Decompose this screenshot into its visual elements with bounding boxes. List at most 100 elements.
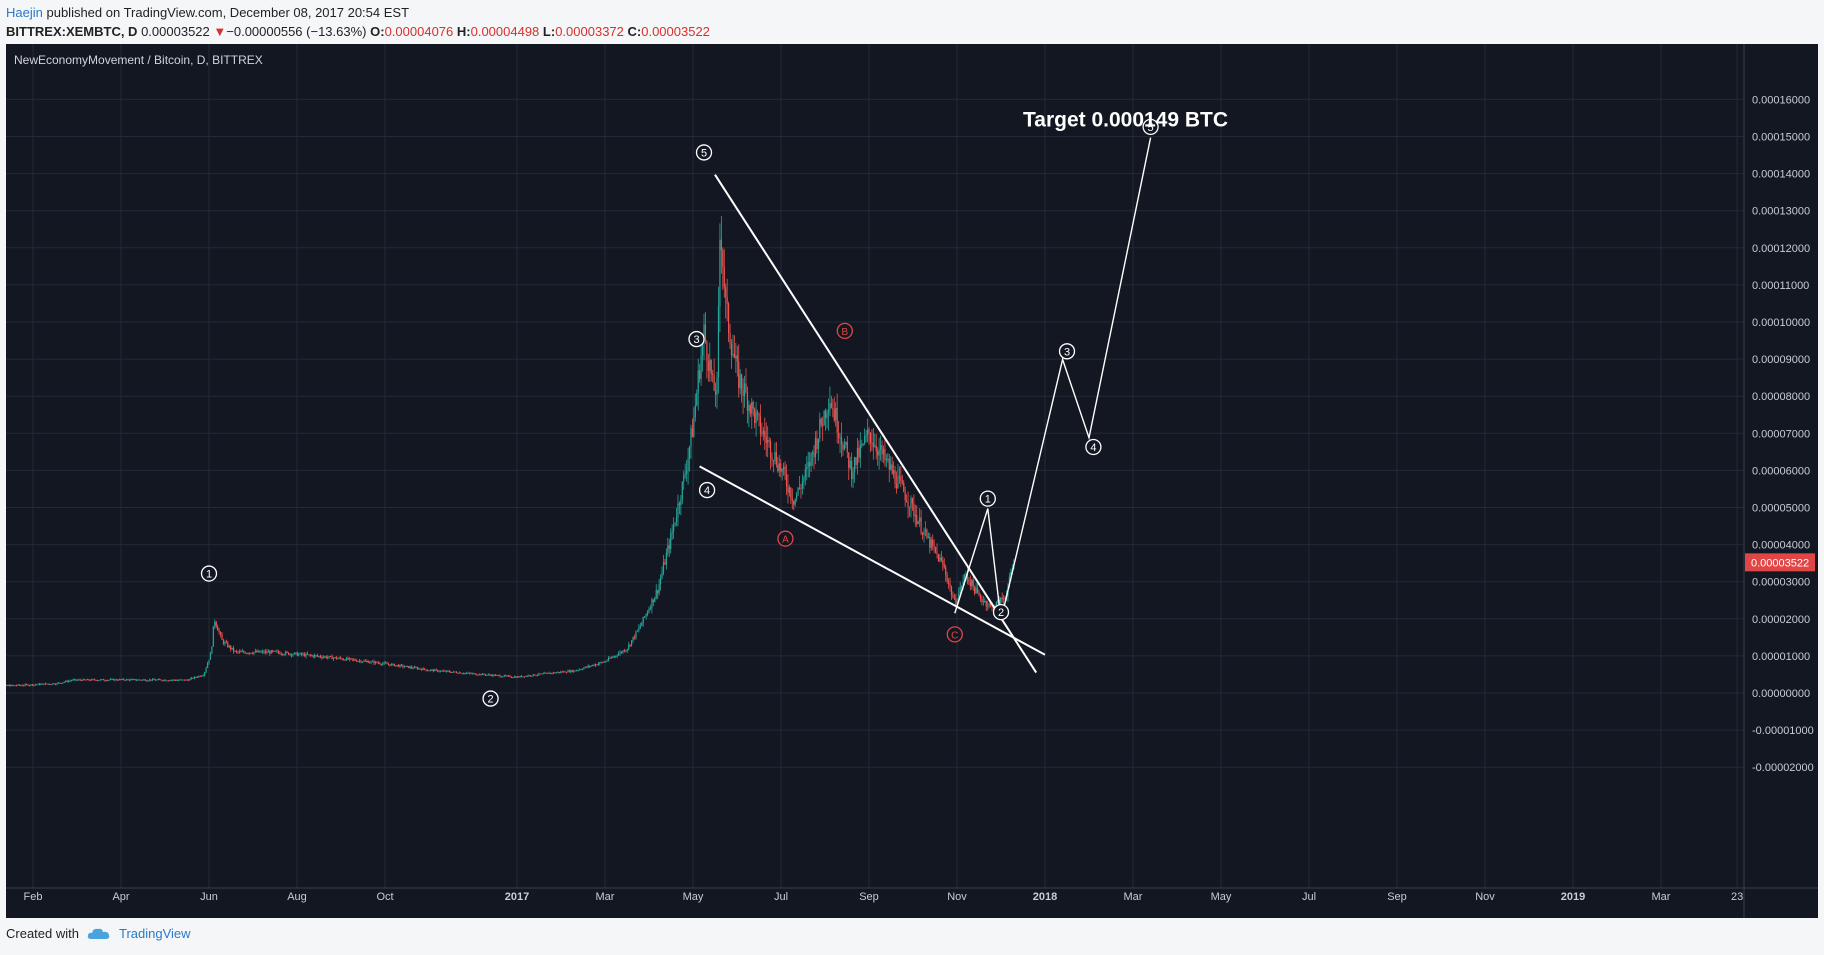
candle-body [173, 679, 175, 681]
candle-body [513, 676, 515, 678]
candle-body [691, 428, 694, 437]
candle-body [907, 502, 909, 507]
candle-body [840, 437, 843, 445]
candle-body [344, 659, 346, 661]
candle-body [56, 682, 58, 685]
candle-body [402, 665, 404, 667]
candle-body [756, 412, 759, 414]
candle-body [619, 651, 621, 654]
candle-body [749, 405, 751, 414]
candle-body [959, 586, 961, 594]
y-tick-label: 0.00014000 [1752, 169, 1810, 181]
candle-body [309, 654, 311, 656]
candle-body [371, 661, 374, 663]
candle-body [143, 679, 145, 681]
candle-body [604, 661, 607, 663]
candle-body [193, 676, 196, 679]
candle-body [578, 669, 581, 671]
candle-body [41, 683, 44, 685]
candle-body [531, 675, 533, 677]
candle-body [729, 333, 731, 345]
candle-body [587, 665, 589, 668]
candle-body [13, 685, 15, 687]
candle-body [719, 239, 721, 307]
candle-body [222, 639, 225, 644]
author-link[interactable]: Haejin [6, 5, 43, 20]
candle-body [448, 671, 450, 673]
candle-body [466, 673, 468, 675]
low-value: 0.00003372 [555, 24, 624, 39]
candle-body [95, 679, 97, 681]
candle-body [659, 578, 662, 585]
candle-body [111, 679, 113, 681]
candle-body [655, 590, 657, 598]
candle-body [516, 676, 518, 678]
tradingview-cloud-icon[interactable] [87, 927, 111, 941]
target-annotation: Target 0.000149 BTC [1023, 108, 1228, 131]
candle-body [826, 413, 828, 418]
candle-body [167, 680, 170, 682]
candle-body [108, 679, 110, 681]
candle-body [107, 679, 109, 681]
candle-body [159, 679, 161, 681]
candle-body [813, 452, 815, 458]
chart-panel[interactable]: 0.00016000 0.00015000 0.00014000 0.00013000… [6, 44, 1818, 918]
candle-body [532, 674, 534, 676]
candle-body [418, 668, 420, 670]
candle-body [18, 684, 20, 686]
candle-body [457, 672, 459, 674]
candle-body [335, 657, 337, 659]
candle-body [658, 584, 660, 594]
candle-body [510, 677, 513, 679]
candle-body [298, 654, 300, 656]
candle-body [764, 430, 766, 437]
y-tick-label: 0.00004000 [1752, 540, 1810, 552]
candle-body [882, 448, 885, 455]
candle-body [599, 662, 601, 664]
candle-body [972, 579, 974, 587]
y-tick-label: 0.00003000 [1752, 577, 1810, 589]
candle-body [623, 650, 625, 652]
x-tick-label: Mar [596, 891, 615, 903]
candle-body [63, 681, 65, 683]
candle-body [790, 487, 792, 499]
candle-body [376, 661, 378, 663]
candle-body [234, 650, 236, 652]
candle-body [288, 652, 290, 655]
price-chart[interactable]: 0.00016000 0.00015000 0.00014000 0.00013000… [6, 44, 1818, 918]
candle-body [596, 664, 598, 666]
open-value: 0.00004076 [384, 24, 454, 39]
candle-body [615, 655, 617, 657]
candle-body [40, 683, 42, 685]
candle-body [328, 655, 330, 658]
candle-body [981, 598, 983, 602]
candle-body [83, 679, 86, 681]
tradingview-link[interactable]: TradingView [118, 926, 191, 941]
candle-body [888, 458, 890, 470]
candle-body [673, 525, 675, 532]
candle-body [697, 370, 699, 394]
candle-body [195, 676, 197, 678]
candle-body [522, 676, 524, 678]
candle-body [722, 250, 724, 267]
candle-body [487, 674, 489, 676]
x-tick-label: Sep [1387, 891, 1407, 903]
candle-body [492, 674, 494, 676]
candle-body [707, 361, 709, 371]
candle-body [859, 445, 861, 458]
candle-body [170, 679, 172, 681]
candle-body [814, 438, 817, 458]
price-tag-bg [1745, 553, 1815, 572]
candle-body [590, 665, 592, 667]
candle-body [157, 679, 159, 681]
candle-body [206, 663, 209, 668]
candle-body [43, 683, 45, 685]
candle-body [628, 644, 630, 650]
candle-body [684, 473, 686, 476]
candle-body [762, 430, 764, 434]
candle-body [363, 660, 365, 662]
candle-body [390, 664, 392, 666]
candle-body [50, 684, 52, 686]
candle-body [484, 674, 487, 676]
candle-body [639, 626, 641, 628]
